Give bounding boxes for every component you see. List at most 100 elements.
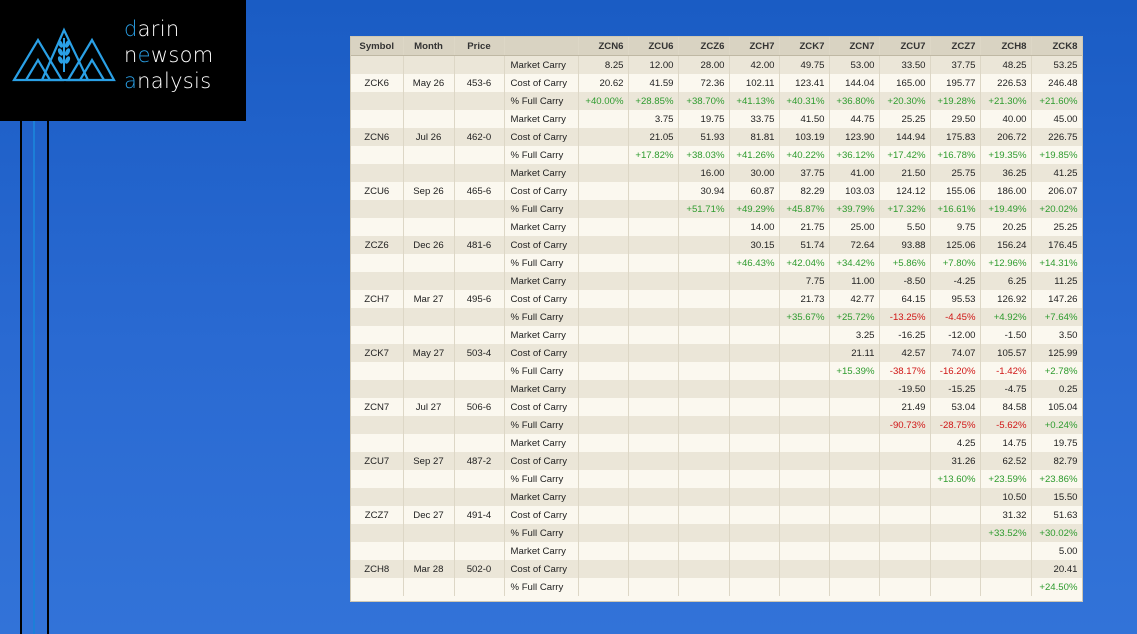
table-cell bbox=[454, 146, 505, 164]
table-cell bbox=[578, 110, 629, 128]
table-cell: ZCU6 bbox=[351, 182, 404, 200]
table-cell: -38.17% bbox=[879, 362, 931, 380]
table-cell: +0.24% bbox=[1031, 416, 1082, 434]
table-cell: 465-6 bbox=[454, 182, 505, 200]
table-cell: Cost of Carry bbox=[504, 236, 579, 254]
table-cell: 462-0 bbox=[454, 128, 505, 146]
table-cell bbox=[779, 398, 830, 416]
table-cell: 502-0 bbox=[454, 560, 505, 578]
table-cell: % Full Carry bbox=[504, 308, 579, 326]
table-cell: +41.13% bbox=[729, 92, 780, 110]
table-cell bbox=[729, 416, 780, 434]
table-cell: 453-6 bbox=[454, 74, 505, 92]
table-cell: 25.25 bbox=[879, 110, 931, 128]
table-cell bbox=[351, 55, 404, 74]
table-cell bbox=[403, 416, 455, 434]
table-cell: Cost of Carry bbox=[504, 452, 579, 470]
table-cell: 74.07 bbox=[930, 344, 981, 362]
table-cell: 51.74 bbox=[779, 236, 830, 254]
table-cell: +16.78% bbox=[930, 146, 981, 164]
table-cell bbox=[628, 398, 679, 416]
table-cell: +2.78% bbox=[1031, 362, 1082, 380]
table-cell: Cost of Carry bbox=[504, 344, 579, 362]
table-cell: 37.75 bbox=[930, 55, 981, 74]
table-cell bbox=[403, 380, 455, 398]
table-cell: 123.41 bbox=[779, 74, 830, 92]
table-cell bbox=[454, 110, 505, 128]
table-cell bbox=[578, 506, 629, 524]
table-cell: 15.50 bbox=[1031, 488, 1082, 506]
table-cell: ZCH8 bbox=[351, 560, 404, 578]
table-cell bbox=[578, 182, 629, 200]
table-cell bbox=[454, 524, 505, 542]
table-cell: +40.31% bbox=[779, 92, 830, 110]
table-cell: 20.62 bbox=[578, 74, 629, 92]
table-cell bbox=[678, 380, 730, 398]
table-cell: 41.00 bbox=[829, 164, 880, 182]
table-cell bbox=[578, 434, 629, 452]
table-cell: +13.60% bbox=[930, 470, 981, 488]
table-cell: Cost of Carry bbox=[504, 560, 579, 578]
table-cell: 186.00 bbox=[980, 182, 1032, 200]
table-cell bbox=[403, 92, 455, 110]
logo-wordmark: darin newsom analysis bbox=[124, 16, 214, 94]
table-cell bbox=[578, 326, 629, 344]
table-cell bbox=[578, 578, 629, 596]
table-cell bbox=[628, 254, 679, 272]
table-cell: +19.49% bbox=[980, 200, 1032, 218]
table-cell: 10.50 bbox=[980, 488, 1032, 506]
table-cell bbox=[779, 488, 830, 506]
table-cell: 31.32 bbox=[980, 506, 1032, 524]
table-cell: % Full Carry bbox=[504, 92, 579, 110]
table-row: % Full Carry +40.00% +28.85% +38.70% +41.13%… bbox=[351, 92, 1082, 110]
table-cell bbox=[351, 272, 404, 290]
table-cell bbox=[351, 380, 404, 398]
table-cell bbox=[678, 362, 730, 380]
table-row: ZCU7 Sep 27 487-2 Cost of Carry 31.26 62.52 82… bbox=[351, 452, 1082, 470]
column-header: ZCK8 bbox=[1031, 37, 1082, 56]
table-cell: ZCU7 bbox=[351, 452, 404, 470]
table-cell bbox=[578, 308, 629, 326]
table-cell: +24.50% bbox=[1031, 578, 1082, 596]
table-cell: -8.50 bbox=[879, 272, 931, 290]
table-cell bbox=[678, 434, 730, 452]
table-cell: +51.71% bbox=[678, 200, 730, 218]
table-cell: 44.75 bbox=[829, 110, 880, 128]
table-cell bbox=[351, 416, 404, 434]
table-cell bbox=[879, 560, 931, 578]
logo-line-newsom: newsom bbox=[124, 43, 214, 67]
table-cell: 503-4 bbox=[454, 344, 505, 362]
table-cell bbox=[678, 308, 730, 326]
table-cell: 123.90 bbox=[829, 128, 880, 146]
table-cell bbox=[454, 470, 505, 488]
table-cell: Market Carry bbox=[504, 488, 579, 506]
table-cell bbox=[729, 470, 780, 488]
table-row: Market Carry 16.00 30.00 37.75 41.00 21.50 25.… bbox=[351, 164, 1082, 182]
table-cell: -1.50 bbox=[980, 326, 1032, 344]
table-cell bbox=[980, 542, 1032, 560]
table-cell: ZCZ7 bbox=[351, 506, 404, 524]
table-cell bbox=[403, 146, 455, 164]
table-cell: 33.50 bbox=[879, 55, 931, 74]
table-cell: +49.29% bbox=[729, 200, 780, 218]
table-cell: 9.75 bbox=[930, 218, 981, 236]
table-cell bbox=[930, 542, 981, 560]
table-cell bbox=[678, 416, 730, 434]
table-row: Market Carry -19.50 -15.25 -4.75 0.25 bbox=[351, 380, 1082, 398]
table-cell bbox=[454, 488, 505, 506]
table-cell bbox=[729, 524, 780, 542]
decorative-line bbox=[20, 121, 22, 634]
table-row: Market Carry 4.25 14.75 19.75 bbox=[351, 434, 1082, 452]
table-cell bbox=[578, 254, 629, 272]
table-cell: +36.80% bbox=[829, 92, 880, 110]
table-cell bbox=[678, 290, 730, 308]
table-cell: 30.00 bbox=[729, 164, 780, 182]
table-cell bbox=[729, 434, 780, 452]
table-cell: 82.79 bbox=[1031, 452, 1082, 470]
column-header: ZCK7 bbox=[779, 37, 830, 56]
table-cell: 28.00 bbox=[678, 55, 730, 74]
table-cell bbox=[628, 416, 679, 434]
table-cell: +17.32% bbox=[879, 200, 931, 218]
table-cell bbox=[454, 578, 505, 596]
table-cell: 102.11 bbox=[729, 74, 780, 92]
